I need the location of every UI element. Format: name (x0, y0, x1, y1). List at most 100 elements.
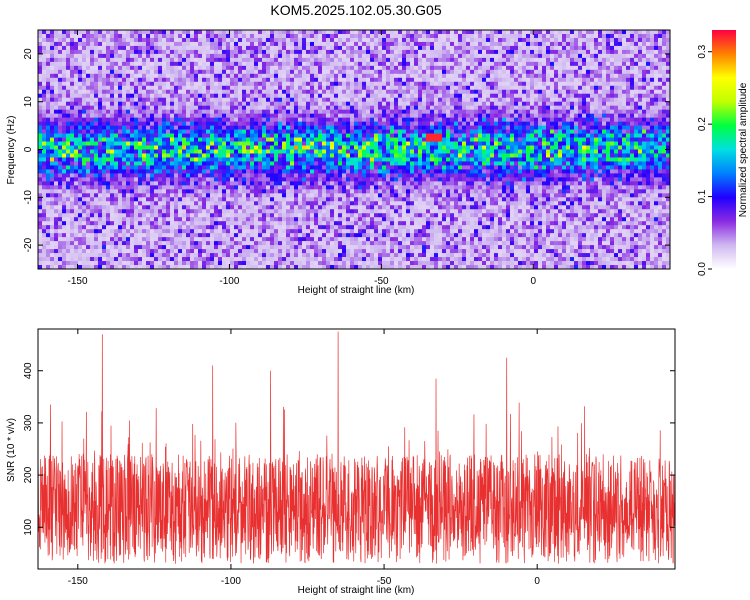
heatmap-cell (586, 49, 591, 55)
heatmap-cell (470, 105, 475, 110)
heatmap-cell (274, 89, 279, 95)
heatmap-cell (94, 97, 99, 102)
heatmap-cell (286, 41, 291, 47)
heatmap-cell (210, 121, 215, 126)
heatmap-cell (550, 41, 555, 47)
heatmap-cell (402, 49, 407, 55)
heatmap-cell (230, 121, 235, 126)
heatmap-cell (514, 57, 519, 63)
heatmap-cell (310, 137, 315, 142)
heatmap-cell (586, 69, 591, 75)
heatmap-cell (578, 129, 583, 134)
heatmap-cell (474, 57, 479, 63)
heatmap-cell (262, 145, 267, 150)
heatmap-cell (50, 149, 55, 154)
heatmap-cell (202, 69, 207, 75)
heatmap-cell (110, 49, 115, 55)
heatmap-cell (546, 57, 551, 63)
heatmap-cell (114, 49, 119, 55)
heatmap-cell (326, 109, 331, 114)
heatmap-cell (98, 30, 103, 35)
heatmap-cell (262, 69, 267, 75)
heatmap-cell (234, 129, 239, 134)
heatmap-cell (154, 81, 159, 87)
heatmap-cell (258, 65, 263, 71)
heatmap-cell (438, 30, 443, 35)
heatmap-cell (162, 105, 167, 110)
heatmap-cell (74, 133, 79, 138)
heatmap-cell (378, 69, 383, 75)
heatmap-cell (326, 69, 331, 75)
heatmap-cell (126, 137, 131, 142)
heatmap-cell (502, 105, 507, 110)
heatmap-cell (494, 133, 499, 138)
heatmap-cell (438, 117, 443, 122)
heatmap-cell (326, 97, 331, 102)
heatmap-cell (594, 137, 599, 142)
heatmap-cell (194, 45, 199, 51)
heatmap-cell (362, 121, 367, 126)
heatmap-cell (202, 97, 207, 102)
heatmap-cell (234, 30, 239, 35)
heatmap-cell (294, 109, 299, 114)
heatmap-cell (602, 81, 607, 87)
heatmap-cell (618, 45, 623, 51)
heatmap-cell (270, 73, 275, 79)
heatmap-cell (182, 129, 187, 134)
heatmap-cell (618, 149, 623, 154)
heatmap-cell (586, 125, 591, 130)
heatmap-cell (482, 45, 487, 51)
heatmap-cell (538, 81, 543, 87)
heatmap-cell (522, 61, 527, 67)
heatmap-cell (490, 105, 495, 110)
heatmap-cell (166, 37, 171, 43)
heatmap-cell (562, 45, 567, 51)
heatmap-cell (366, 45, 371, 51)
heatmap-cell (74, 137, 79, 142)
heatmap-cell (570, 125, 575, 130)
heatmap-cell (538, 53, 543, 59)
heatmap-cell (498, 145, 503, 150)
heatmap-cell (170, 73, 175, 79)
heatmap-cell (646, 121, 651, 126)
heatmap-cell (450, 33, 455, 39)
heatmap-cell (74, 57, 79, 63)
heatmap-cell (194, 145, 199, 150)
heatmap-cell (222, 121, 227, 126)
heatmap-cell (322, 113, 327, 118)
heatmap-cell (538, 69, 543, 75)
heatmap-cell (574, 129, 579, 134)
heatmap-cell (450, 77, 455, 83)
heatmap-cell (410, 81, 415, 87)
heatmap-cell (546, 49, 551, 55)
heatmap-cell (294, 153, 299, 158)
heatmap-cell (278, 153, 283, 158)
heatmap-cell (198, 33, 203, 39)
heatmap-cell (58, 145, 63, 150)
heatmap-cell (550, 145, 555, 150)
heatmap-cell (146, 109, 151, 114)
heatmap-cell (622, 117, 627, 122)
heatmap-cell (622, 53, 627, 59)
heatmap-cell (646, 41, 651, 47)
heatmap-cell (318, 53, 323, 59)
heatmap-cell (434, 141, 439, 146)
heatmap-cell (206, 77, 211, 83)
heatmap-cell (74, 77, 79, 83)
heatmap-cell (342, 153, 347, 158)
heatmap-cell (46, 141, 51, 146)
heatmap-cell (546, 125, 551, 130)
heatmap-cell (154, 49, 159, 55)
heatmap-cell (50, 85, 55, 91)
heatmap-cell (238, 57, 243, 63)
heatmap-cell (430, 41, 435, 47)
heatmap-cell (290, 97, 295, 102)
heatmap-cell (90, 97, 95, 102)
heatmap-cell (522, 49, 527, 55)
heatmap-cell (190, 105, 195, 110)
heatmap-cell (246, 105, 251, 110)
heatmap-cell (662, 137, 667, 142)
heatmap-cell (426, 61, 431, 67)
heatmap-cell (74, 81, 79, 87)
heatmap-cell (534, 73, 539, 79)
